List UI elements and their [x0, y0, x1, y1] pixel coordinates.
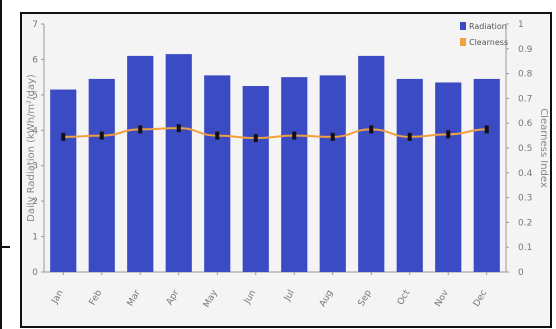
y-tick-label: 1: [32, 233, 38, 243]
y2-tick-label: 0.5: [518, 144, 532, 154]
y-tick-label: 7: [32, 20, 38, 30]
bar-radiation: [473, 78, 500, 273]
bar-radiation: [50, 89, 77, 273]
y2-tick-label: 0.7: [518, 94, 532, 104]
x-tick-label: Jul: [282, 289, 297, 304]
bar-radiation: [204, 75, 231, 272]
clearness-line: [63, 127, 487, 140]
clearness-point: [61, 132, 66, 141]
radiation-clearness-chart: 0 1 2 3 4 5 6 7 0 0.1 0.2 0.3 0.4 0.5 0.6 0.7 0.8 0.9 1 Jan…: [26, 20, 549, 310]
left-border-line: [0, 0, 2, 329]
x-tick-label: Apr: [165, 288, 182, 307]
clearness-point: [407, 132, 412, 141]
clearness-point: [446, 130, 451, 139]
bar-radiation: [165, 54, 192, 272]
bar-radiation: [435, 82, 462, 272]
y2-tick-label: 0.3: [518, 194, 532, 204]
y2-tick-label: 0.2: [518, 218, 532, 228]
x-tick-label: Dec: [472, 288, 489, 308]
y-tick-label: 3: [32, 162, 38, 172]
y2-tick-label: 0.8: [518, 70, 533, 80]
clearness-point: [253, 134, 258, 143]
y-tick-label: 5: [32, 91, 38, 101]
y2-tick-label: 0: [518, 268, 524, 278]
x-tick-label: Feb: [88, 288, 105, 307]
y2-tick-label: 0.1: [518, 243, 532, 253]
legend-swatch: [460, 22, 466, 30]
x-tick-label: Oct: [396, 288, 413, 307]
bar-radiation: [319, 75, 346, 272]
x-tick-label: Nov: [433, 288, 451, 309]
bar-radiation: [358, 55, 385, 273]
clearness-point: [99, 131, 104, 140]
left-border-tick: [0, 246, 10, 248]
y-axis-title: Daily Radiation (kWh/m²/day): [26, 74, 37, 222]
y-tick-label: 0: [32, 268, 38, 278]
x-tick-label: Jan: [50, 289, 66, 307]
x-tick-label: Jun: [242, 289, 258, 307]
bar-radiation: [396, 78, 423, 273]
bar-radiation: [242, 86, 269, 272]
chart-panel: 0 1 2 3 4 5 6 7 0 0.1 0.2 0.3 0.4 0.5 0.6 0.7 0.8 0.9 1 Jan…: [20, 12, 552, 328]
y2-tick-label: 0.6: [518, 119, 533, 129]
legend-swatch: [460, 38, 466, 46]
x-tick-label: Mar: [126, 288, 143, 308]
y-tick-label: 6: [32, 55, 38, 65]
bar-radiation: [281, 77, 308, 272]
plot-area: [44, 24, 506, 272]
legend-label: Radiation: [469, 22, 507, 31]
y2-tick-label: 0.4: [518, 169, 533, 179]
legend-label: Clearness: [469, 38, 508, 47]
clearness-point: [330, 132, 335, 141]
clearness-point: [292, 131, 297, 140]
y2-tick-label: 1: [518, 20, 524, 30]
y2-tick-label: 0.9: [518, 45, 533, 55]
y-tick-label: 2: [32, 197, 38, 207]
clearness-point: [138, 125, 143, 134]
x-tick-label: May: [202, 288, 220, 310]
y-tick-label: 4: [32, 126, 38, 136]
clearness-point: [176, 124, 181, 133]
bar-radiation: [88, 78, 115, 273]
clearness-point: [215, 131, 220, 140]
x-tick-label: Aug: [318, 289, 335, 309]
bar-radiation: [127, 55, 154, 273]
clearness-point: [369, 125, 374, 134]
y2-axis-title: Clearness Index: [538, 108, 549, 188]
x-tick-label: Sep: [357, 288, 374, 308]
clearness-point: [484, 125, 489, 134]
